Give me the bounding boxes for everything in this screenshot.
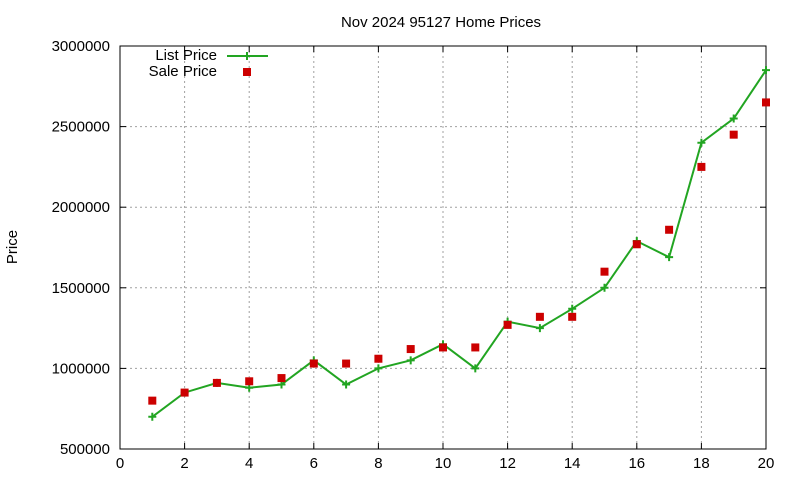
sale-price-point [600,267,609,276]
sale-price-point [342,359,351,368]
x-tick-label: 0 [116,455,124,472]
series-layer [148,66,770,421]
sale-price-point [535,312,544,321]
x-tick-label: 4 [245,455,253,472]
list-price-point [729,114,738,123]
legend-label-list-price: List Price [155,47,217,64]
grid-lines [120,46,766,449]
sale-price-point [632,240,641,249]
x-tick-label: 16 [628,455,645,472]
list-price-point [471,364,480,373]
legend-label-sale-price: Sale Price [149,63,217,80]
x-tick-label: 20 [758,455,775,472]
x-tick-label: 14 [564,455,581,472]
sale-price-point [439,343,447,352]
list-price-point [374,364,383,373]
x-tick-label: 6 [310,455,318,472]
sale-price-point [406,345,415,354]
list-price-point [665,253,674,262]
sale-price-point [471,343,480,352]
y-tick-label: 1000000 [52,360,110,377]
list-price-point [697,138,706,147]
list-price-point [342,380,351,389]
x-tick-label: 18 [693,455,710,472]
x-tick-label: 8 [374,455,382,472]
sale-price-point [665,225,674,234]
y-axis-title: Price [4,230,21,264]
sale-price-point [212,378,221,387]
list-price-point [600,283,609,292]
y-tick-label: 2000000 [52,199,110,216]
y-tick-label: 3000000 [52,38,110,55]
sale-price-point [697,162,706,171]
list-price-point [568,304,577,313]
list-price-point [406,356,415,365]
y-tick-label: 500000 [60,441,110,458]
y-tick-label: 2500000 [52,119,110,136]
sale-price-point [374,354,383,363]
sale-price-point [762,98,770,107]
x-tick-label: 2 [180,455,188,472]
list-price-point [762,66,770,75]
tick-labels: 0 2 4 6 8 10 12 14 16 18 20 500000 1000000 1500000 200… [52,38,775,472]
legend: List Price Sale Price [149,47,268,80]
sale-price-point [568,312,577,321]
y-tick-label: 1500000 [52,280,110,297]
list-price-point [535,324,544,333]
legend-marker-sale-price [243,68,251,76]
legend-marker-list-price [243,52,251,60]
chart-title: Nov 2024 95127 Home Prices [341,14,541,31]
x-tick-label: 12 [499,455,516,472]
sale-price-point [148,396,157,405]
sale-price-point [180,388,189,397]
list-price-line [151,69,767,418]
sale-price-point [309,359,318,368]
sale-price-point [729,130,738,139]
sale-price-point [277,374,286,383]
list-price-point [148,412,157,421]
sale-price-point [245,377,254,386]
plot-frame [119,45,767,450]
sale-price-point [503,320,512,329]
x-tick-label: 10 [435,455,452,472]
